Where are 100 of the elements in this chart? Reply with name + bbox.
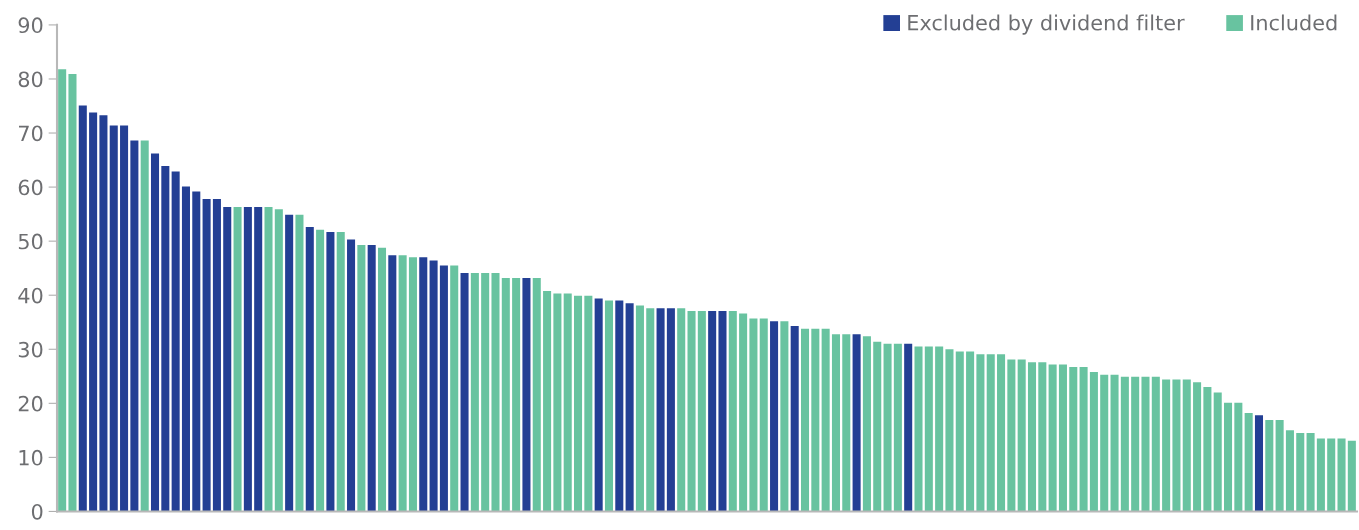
bar [109, 125, 118, 512]
bar [264, 207, 273, 512]
bar [800, 328, 810, 512]
bar [924, 346, 933, 512]
bar [1089, 371, 1098, 512]
bar [285, 214, 294, 512]
bar [491, 273, 500, 512]
y-tick-label: 50 [18, 233, 43, 250]
bar [997, 354, 1006, 512]
bar [1079, 367, 1088, 512]
bar [584, 295, 593, 512]
bar [1193, 382, 1202, 512]
bar [223, 207, 232, 512]
bar [1151, 376, 1160, 512]
bar [966, 351, 975, 512]
bar [429, 260, 438, 512]
bar [1285, 430, 1294, 512]
bar [1213, 392, 1222, 512]
bar [1069, 367, 1078, 512]
bar [460, 273, 469, 512]
bar [398, 255, 407, 512]
bar [140, 140, 149, 512]
bar [955, 351, 964, 512]
bar [770, 321, 779, 512]
bar [1254, 415, 1264, 512]
bar [161, 166, 170, 512]
bar [976, 354, 985, 512]
bar [1306, 433, 1315, 512]
bar [728, 310, 737, 512]
bar [1337, 438, 1346, 512]
bar [419, 257, 428, 512]
bar [677, 308, 686, 512]
bar [326, 231, 335, 512]
bar [697, 310, 706, 512]
bar [243, 207, 252, 512]
bar [367, 244, 376, 512]
y-tick-label: 20 [18, 395, 43, 412]
bar [254, 207, 263, 512]
bar [357, 244, 366, 512]
bar [274, 209, 283, 512]
bar [1296, 433, 1305, 512]
y-tick-label: 70 [19, 125, 43, 142]
bar [1141, 376, 1150, 512]
bar [68, 74, 77, 512]
bar [1110, 374, 1119, 512]
bar [1244, 413, 1253, 512]
bar [842, 334, 851, 512]
bar [1058, 364, 1067, 512]
y-tick-label: 40 [18, 287, 43, 304]
bar [347, 239, 356, 512]
bar [1007, 359, 1016, 512]
bar [1275, 420, 1284, 512]
bar [718, 310, 727, 512]
bar [512, 277, 521, 512]
bar [594, 298, 603, 512]
bar [501, 277, 510, 512]
bar [388, 255, 397, 512]
bar [862, 336, 871, 512]
bar [1182, 379, 1191, 512]
bar [1234, 402, 1243, 512]
bar [604, 300, 614, 512]
bar [904, 343, 913, 512]
bar [316, 229, 325, 512]
bar [181, 186, 190, 512]
bar [852, 334, 861, 512]
bar [543, 290, 552, 512]
bar [1172, 379, 1181, 512]
bar [1131, 376, 1140, 512]
bar [574, 295, 583, 512]
bar [635, 305, 644, 512]
bar [749, 318, 758, 512]
bar [893, 343, 902, 512]
bar [58, 69, 67, 512]
y-tick-label: 30 [18, 341, 43, 358]
bar [563, 293, 572, 512]
bar [336, 231, 345, 512]
bar [78, 105, 87, 512]
bar [89, 112, 98, 512]
bar [1017, 359, 1026, 512]
bar [831, 334, 840, 512]
y-tick-label: 0 [31, 503, 43, 520]
bar [1203, 387, 1212, 512]
bar [1347, 440, 1356, 512]
bar [99, 115, 108, 512]
bar [708, 310, 717, 512]
bar [150, 153, 160, 512]
bar [120, 125, 129, 512]
bar [790, 326, 799, 512]
y-tick-label: 60 [18, 179, 43, 196]
bar [780, 321, 789, 512]
bar [873, 341, 882, 512]
bar [759, 318, 768, 512]
bar [914, 346, 923, 512]
bar [1120, 376, 1129, 512]
bar [450, 265, 459, 512]
bar [1224, 402, 1233, 512]
legend-label: Excluded by dividend filter [908, 14, 1185, 35]
bar [171, 171, 180, 512]
y-tick-label: 80 [18, 71, 43, 88]
legend-label: Included [1251, 14, 1337, 31]
